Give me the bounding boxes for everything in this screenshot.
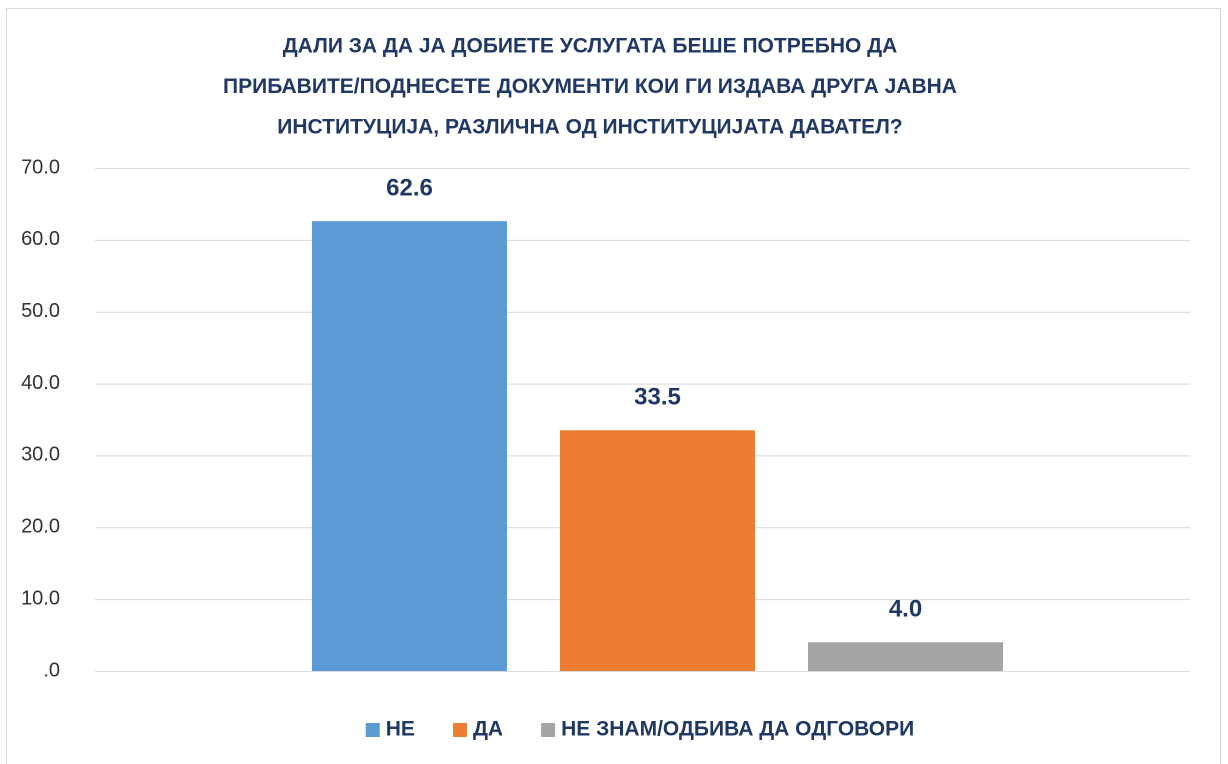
- y-tick-label: 40.0: [21, 372, 60, 394]
- data-label: 33.5: [634, 384, 681, 411]
- chart-title: ИНСТИТУЦИЈА, РАЗЛИЧНА ОД ИНСТИТУЦИЈАТА Д…: [277, 116, 902, 139]
- data-label: 4.0: [889, 596, 922, 623]
- y-tick-label: 30.0: [21, 444, 60, 466]
- chart-title: ДАЛИ ЗА ДА ЈА ДОБИЕТЕ УСЛУГАТА БЕШЕ ПОТР…: [283, 35, 898, 58]
- y-tick-label: 50.0: [21, 300, 60, 322]
- y-tick-label: 10.0: [21, 587, 60, 609]
- y-tick-label: 20.0: [21, 516, 60, 538]
- legend-label: НЕ ЗНАМ/ОДБИВА ДА ОДГОВОРИ: [561, 718, 914, 741]
- chart-title: ПРИБАВИТЕ/ПОДНЕСЕТЕ ДОКУМЕНТИ КОИ ГИ ИЗД…: [223, 75, 957, 98]
- bar: [312, 221, 507, 671]
- bar: [808, 642, 1003, 671]
- bar: [560, 430, 755, 671]
- y-tick-label: .0: [43, 659, 60, 681]
- legend-swatch: [541, 723, 556, 737]
- data-label: 62.6: [386, 175, 433, 202]
- legend-swatch: [452, 723, 467, 737]
- y-tick-label: 60.0: [21, 228, 60, 250]
- legend-swatch: [365, 723, 380, 737]
- y-tick-label: 70.0: [21, 156, 60, 178]
- chart-border: [6, 8, 1221, 764]
- legend-label: НЕ: [386, 718, 415, 741]
- legend-label: ДА: [473, 718, 503, 741]
